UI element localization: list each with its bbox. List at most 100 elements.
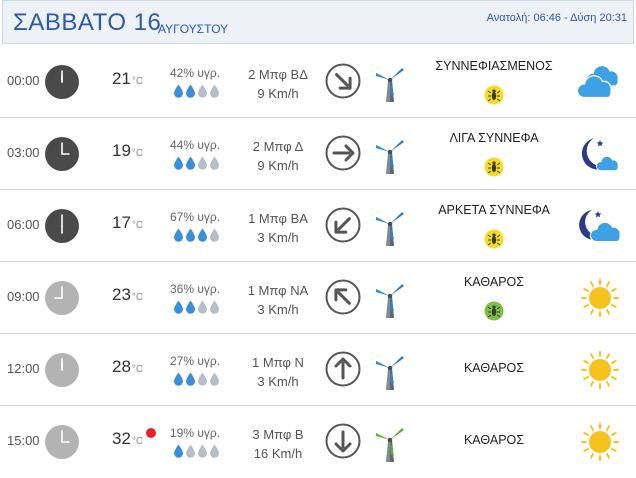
temperature-unit: °C <box>131 436 144 447</box>
rain-drop-filled-icon <box>173 372 185 390</box>
forecast-row: 09:00 23°C 36% υγρ. 1 Μπφ ΝΑ 3 Km/h ΚΑΘΑ… <box>0 262 636 334</box>
mosquito-green-icon <box>484 301 504 321</box>
wind-direction-arrow-down-right-icon <box>325 63 361 99</box>
rain-drop-empty-icon <box>197 372 209 390</box>
temperature-value: 21 <box>112 69 131 88</box>
wind-info: 1 Μπφ Ν 3 Km/h <box>230 353 326 391</box>
rain-drop-empty-icon <box>197 84 209 102</box>
weather-sun-icon <box>576 350 624 390</box>
humidity-text: 19% υγρ. <box>170 426 221 440</box>
rain-drop-filled-icon <box>173 84 185 102</box>
weather-moon-cloud-icon <box>576 206 624 246</box>
humidity-text: 36% υγρ. <box>170 282 221 296</box>
wind-turbine-icon <box>372 135 408 175</box>
temperature-value: 28 <box>112 357 131 376</box>
mosquito-yellow-icon <box>484 157 504 177</box>
humidity-drops <box>173 300 221 314</box>
rain-drop-empty-icon <box>209 84 221 102</box>
wind-force: 2 Μπφ ΒΔ <box>248 67 308 82</box>
forecast-row: 00:00 21°C 42% υγρ. 2 Μπφ ΒΔ 9 Km/h ΣΥΝΝ… <box>0 46 636 118</box>
mosquito-yellow-icon <box>484 85 504 105</box>
condition-label: ΚΑΘΑΡΟΣ <box>463 275 525 289</box>
temperature-value: 23 <box>112 285 131 304</box>
wind-force: 2 Μπφ Δ <box>252 139 304 154</box>
rain-drop-filled-icon <box>197 228 209 246</box>
forecast-row: 03:00 19°C 44% υγρ. 2 Μπφ Δ 9 Km/h ΛΙΓΑ … <box>0 118 636 190</box>
rain-drop-filled-icon <box>185 228 197 246</box>
temperature: 17°C <box>112 213 143 233</box>
temperature-unit: °C <box>131 148 144 159</box>
rain-drop-empty-icon <box>185 444 197 462</box>
temperature-unit: °C <box>131 220 144 231</box>
rain-drop-filled-icon <box>173 228 185 246</box>
temperature-value: 17 <box>112 213 131 232</box>
condition-label: ΚΑΘΑΡΟΣ <box>463 433 525 447</box>
wind-info: 2 Μπφ Δ 9 Km/h <box>230 137 326 175</box>
wind-turbine-icon <box>372 207 408 247</box>
rain-drop-empty-icon <box>197 444 209 462</box>
condition-label: ΑΡΚΕΤΑ ΣΥΝΝΕΦΑ <box>438 203 550 217</box>
rain-drop-filled-icon <box>173 444 185 462</box>
row-time: 03:00 <box>7 145 40 160</box>
wind-force: 1 Μπφ Ν <box>252 355 304 370</box>
temperature-unit: °C <box>131 364 144 375</box>
mosquito-yellow-icon <box>484 229 504 249</box>
clock-icon <box>44 280 80 316</box>
wind-info: 3 Μπφ Β 16 Km/h <box>230 425 326 463</box>
wind-direction-arrow-down-icon <box>325 423 361 459</box>
humidity-drops <box>173 372 221 386</box>
rain-drop-filled-icon <box>173 156 185 174</box>
forecast-row: 15:00 32°C 19% υγρ. 3 Μπφ Β 16 Km/h ΚΑΘΑ… <box>0 406 636 477</box>
temperature: 23°C <box>112 285 143 305</box>
rain-drop-empty-icon <box>209 444 221 462</box>
wind-turbine-icon <box>372 63 408 103</box>
temperature: 19°C <box>112 141 143 161</box>
condition-label: ΚΑΘΑΡΟΣ <box>463 361 525 375</box>
clock-icon <box>44 208 80 244</box>
wind-direction-arrow-up-icon <box>325 351 361 387</box>
forecast-row: 12:00 28°C 27% υγρ. 1 Μπφ Ν 3 Km/h ΚΑΘΑΡ… <box>0 334 636 406</box>
weather-moon-icon <box>576 134 624 174</box>
clock-icon <box>44 352 80 388</box>
rain-drop-empty-icon <box>209 156 221 174</box>
wind-info: 1 Μπφ ΝΑ 3 Km/h <box>230 281 326 319</box>
wind-force: 1 Μπφ ΒΑ <box>248 211 308 226</box>
humidity-text: 44% υγρ. <box>170 138 221 152</box>
rain-drop-filled-icon <box>185 84 197 102</box>
wind-turbine-icon <box>372 351 408 391</box>
wind-speed: 9 Km/h <box>257 86 299 101</box>
month-label: ΑΥΓΟΥΣΤΟΥ <box>158 22 229 36</box>
wind-force: 1 Μπφ ΝΑ <box>247 283 309 298</box>
rain-drop-empty-icon <box>209 372 221 390</box>
condition-label: ΛΙΓΑ ΣΥΝΝΕΦΑ <box>449 131 539 145</box>
wind-speed: 9 Km/h <box>257 158 299 173</box>
wind-turbine-icon <box>372 279 408 319</box>
clock-icon <box>44 424 80 460</box>
forecast-header: ΣΑΒΒΑΤΟ 16 ΑΥΓΟΥΣΤΟΥ Ανατολή: 06:46 - Δύ… <box>2 0 634 44</box>
humidity-text: 42% υγρ. <box>170 66 221 80</box>
weather-sun-icon <box>576 278 624 318</box>
wind-speed: 3 Km/h <box>257 374 299 389</box>
rain-drop-filled-icon <box>185 372 197 390</box>
humidity-text: 67% υγρ. <box>170 210 221 224</box>
wind-info: 2 Μπφ ΒΔ 9 Km/h <box>230 65 326 103</box>
humidity-drops <box>173 228 221 242</box>
forecast-row: 06:00 17°C 67% υγρ. 1 Μπφ ΒΑ 3 Km/h ΑΡΚΕ… <box>0 190 636 262</box>
wind-speed: 3 Km/h <box>257 302 299 317</box>
temperature-unit: °C <box>131 76 144 87</box>
rain-drop-empty-icon <box>197 156 209 174</box>
row-time: 15:00 <box>7 433 40 448</box>
weather-clouds-icon <box>576 62 624 102</box>
rain-drop-empty-icon <box>209 228 221 246</box>
wind-direction-arrow-up-left-icon <box>325 279 361 315</box>
weather-sun-icon <box>576 422 624 462</box>
temperature: 21°C <box>112 69 143 89</box>
wind-info: 1 Μπφ ΒΑ 3 Km/h <box>230 209 326 247</box>
temperature-value: 19 <box>112 141 131 160</box>
humidity-drops <box>173 156 221 170</box>
temperature-value: 32 <box>112 429 131 448</box>
rain-drop-filled-icon <box>185 300 197 318</box>
clock-icon <box>44 136 80 172</box>
wind-speed: 16 Km/h <box>253 446 303 461</box>
humidity-drops <box>173 84 221 98</box>
